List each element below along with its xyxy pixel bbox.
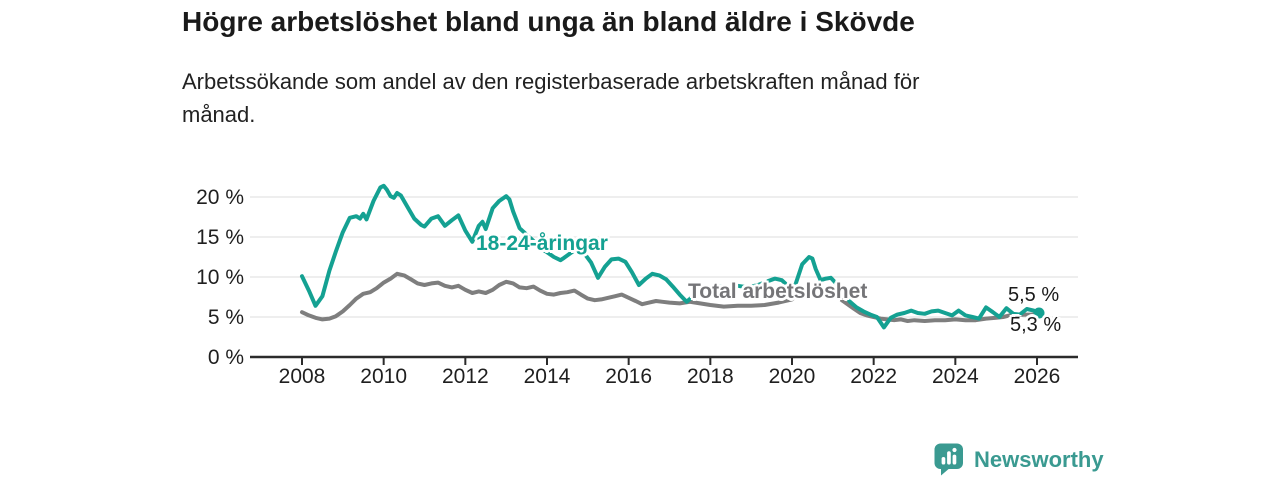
x-tick-label: 2012 bbox=[442, 365, 489, 388]
x-tick-label: 2026 bbox=[1014, 365, 1061, 388]
end-value-young: 5,5 % bbox=[1008, 284, 1060, 306]
y-tick-label: 0 % bbox=[208, 346, 244, 369]
newsworthy-brand: Newsworthy bbox=[934, 443, 1104, 476]
series-label-total: Total arbetslöshet bbox=[688, 280, 868, 303]
series-label-young: 18-24-åringar bbox=[476, 232, 608, 255]
x-tick-label: 2022 bbox=[850, 365, 897, 388]
x-tick-label: 2010 bbox=[360, 365, 407, 388]
x-tick-label: 2018 bbox=[687, 365, 734, 388]
x-tick-label: 2020 bbox=[769, 365, 816, 388]
y-tick-label: 15 % bbox=[196, 226, 244, 249]
y-tick-label: 5 % bbox=[208, 306, 244, 329]
y-tick-label: 20 % bbox=[196, 186, 244, 209]
y-tick-label: 10 % bbox=[196, 266, 244, 289]
x-tick-label: 2016 bbox=[605, 365, 652, 388]
newsworthy-logo-icon bbox=[934, 443, 963, 476]
page-title: Högre arbetslöshet bland unga än bland ä… bbox=[182, 6, 915, 37]
end-value-total: 5,3 % bbox=[1010, 314, 1062, 336]
series-line-18-24-åringar bbox=[300, 183, 1041, 330]
x-tick-label: 2008 bbox=[279, 365, 326, 388]
series-end-dot bbox=[1033, 307, 1045, 319]
series-line-Total arbetslöshet bbox=[300, 271, 1039, 323]
x-tick-label: 2014 bbox=[524, 365, 571, 388]
x-tick-label: 2024 bbox=[932, 365, 979, 388]
chart-subtitle: Arbetssökande som andel av den registerb… bbox=[182, 69, 920, 127]
newsworthy-brand-text: Newsworthy bbox=[974, 446, 1104, 472]
